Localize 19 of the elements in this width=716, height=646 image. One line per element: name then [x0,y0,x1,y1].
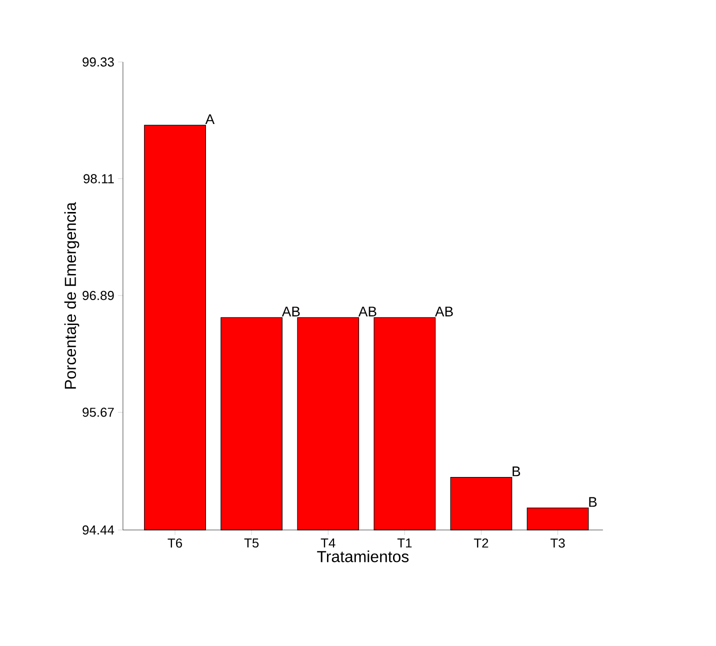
annotation: AB [282,306,300,316]
annotation: B [512,466,520,476]
x-tick-label: T3 [550,538,565,548]
annotation: A [205,114,215,124]
x-axis-title: Tratamientos [317,550,409,562]
y-tick-label: 98.11 [84,174,114,184]
annotation: AB [358,306,376,316]
y-tick-label: 96.89 [82,290,114,300]
x-tick-label: T6 [168,538,182,548]
annotation: B [589,497,597,507]
x-tick-label: T1 [397,538,412,548]
annotation: AB [434,306,453,316]
y-tick-label: 95.67 [82,408,114,417]
x-tick-label: T2 [474,538,488,548]
x-tick-label: T5 [244,538,259,548]
y-axis-title: Porcentaje de Emergencia [64,202,80,389]
y-tick-label: 94.44 [82,525,114,535]
y-tick-label: 99.33 [82,57,114,67]
x-tick-label: T4 [320,538,336,548]
